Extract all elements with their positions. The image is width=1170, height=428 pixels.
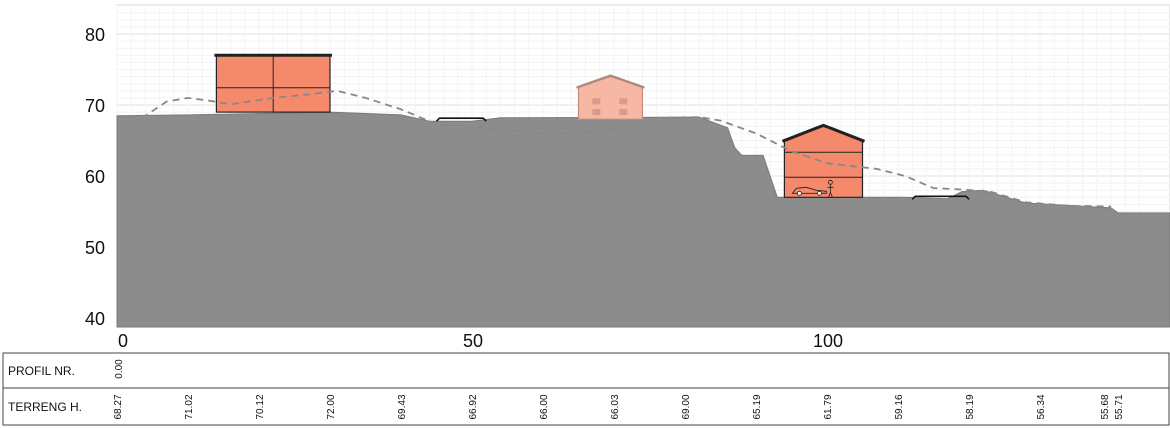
car-icon (791, 186, 827, 194)
terrain-height-value: 68.27 (113, 394, 124, 419)
terrain-height-value: 55.68 (1100, 394, 1111, 419)
terrain-height-value: 70.12 (255, 394, 266, 419)
terrain-height-value: 72.00 (326, 394, 337, 419)
building-layer (214, 53, 970, 200)
y-tick-label: 60 (85, 167, 105, 187)
car-wheel (817, 190, 822, 196)
building-ghost (576, 74, 645, 120)
road-surface (435, 117, 487, 122)
terrain-height-value: 56.34 (1036, 394, 1047, 419)
original-ground-layer (116, 89, 1112, 208)
y-axis: 40 50 60 70 80 (85, 25, 105, 329)
terrain-height-value: 66.00 (539, 394, 550, 419)
terrain-height-value: 71.02 (184, 394, 195, 419)
y-tick-label: 70 (85, 96, 105, 116)
table-frame (2, 352, 1170, 426)
terreng-h-label: TERRENG H. (8, 400, 82, 414)
terrain-height-value: 69.43 (397, 394, 408, 419)
person-icon (827, 184, 834, 198)
terrain-height-value: 61.79 (823, 394, 834, 419)
profile-table: PROFIL NR. TERRENG H. 0.00 68.27 71.02 70.1… (2, 352, 1170, 426)
y-tick-label: 80 (85, 25, 105, 45)
original-ground-line (116, 89, 1112, 208)
terrain-area (116, 111, 1170, 328)
x-axis: 0 50 100 (118, 331, 843, 351)
x-tick-label: 0 (118, 331, 128, 351)
ghost-window (592, 98, 601, 105)
y-tick-label: 40 (85, 309, 105, 329)
road-surface (911, 195, 970, 200)
profil-nr-value: 0.00 (114, 359, 125, 379)
ghost-window (592, 109, 601, 116)
ghost-window (619, 109, 628, 116)
x-tick-label: 50 (463, 331, 483, 351)
building (214, 53, 332, 113)
terrain-height-value: 65.19 (752, 394, 763, 419)
profil-nr-label: PROFIL NR. (8, 364, 75, 378)
x-tick-label: 100 (813, 331, 843, 351)
terrain-height-value: 55.71 (1114, 394, 1125, 419)
ghost-window (619, 98, 628, 105)
ghost-roof (576, 74, 645, 89)
terrain-height-value: 58.19 (965, 394, 976, 419)
building-roof (781, 123, 866, 143)
y-tick-label: 50 (85, 238, 105, 258)
car-wheel (797, 190, 802, 196)
terrain-height-value: 66.03 (610, 394, 621, 419)
building (781, 123, 866, 198)
terrain-height-value: 59.16 (894, 394, 905, 419)
terrain-height-value: 69.00 (681, 394, 692, 419)
table-values: 0.00 68.27 71.02 70.12 72.00 69.43 66.92 66.00 6… (113, 359, 1125, 420)
terrain-layer (116, 111, 1170, 328)
terrain-height-value: 66.92 (468, 394, 479, 419)
